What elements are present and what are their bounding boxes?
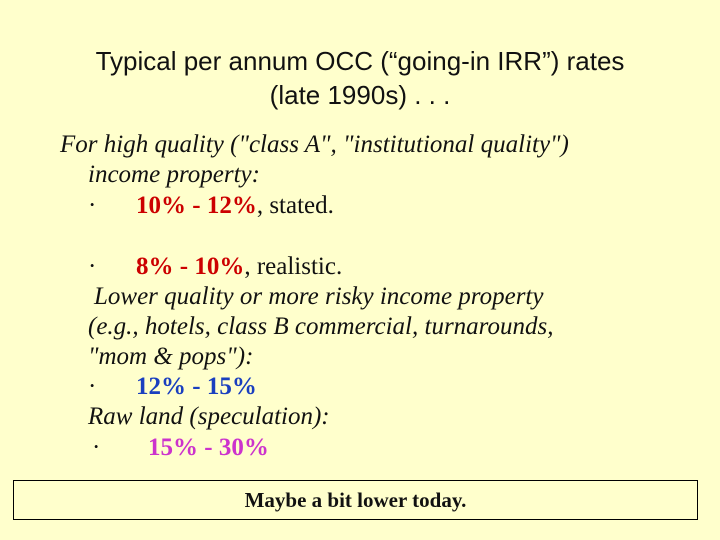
realistic-bullet-item: · 8% - 10%, realistic.: [88, 252, 342, 282]
title-line-2: (late 1990s) . . .: [269, 80, 451, 110]
lower-quality-range: 12% - 15%: [136, 373, 257, 400]
stated-range: 10% - 12%: [136, 192, 257, 219]
raw-land-range: 15% - 30%: [148, 434, 269, 461]
footer-note: Maybe a bit lower today.: [244, 488, 467, 512]
bullet-dot-icon: ·: [88, 373, 97, 400]
lower-quality-line-3: "mom & pops"):: [88, 343, 254, 370]
raw-land-line: Raw land (speculation):: [88, 403, 330, 430]
stated-suffix: , stated.: [256, 192, 334, 219]
lower-quality-line-2: (e.g., hotels, class B commercial, turna…: [88, 313, 554, 340]
title-line-1: Typical per annum OCC (“going-in IRR”) r…: [95, 46, 625, 76]
bullet-dot-icon: ·: [88, 192, 97, 219]
lower-quality-bullet-item: · 12% - 15%: [88, 372, 257, 402]
intro-line-1: For high quality ("class A", "institutio…: [60, 131, 569, 158]
realistic-suffix: , realistic.: [244, 253, 343, 280]
raw-land-bullet-item: · 15% - 30%: [92, 433, 269, 463]
lower-quality-line-1: Lower quality or more risky income prope…: [94, 283, 544, 310]
intro-line-2: income property:: [88, 161, 260, 188]
bullet-dot-icon: ·: [92, 434, 101, 461]
realistic-range: 8% - 10%: [136, 253, 245, 280]
footer-note-box: Maybe a bit lower today.: [13, 480, 698, 520]
slide-title: Typical per annum OCC (“going-in IRR”) r…: [0, 44, 720, 112]
bullet-dot-icon: ·: [88, 253, 97, 280]
stated-bullet-item: · 10% - 12%, stated.: [88, 191, 334, 221]
